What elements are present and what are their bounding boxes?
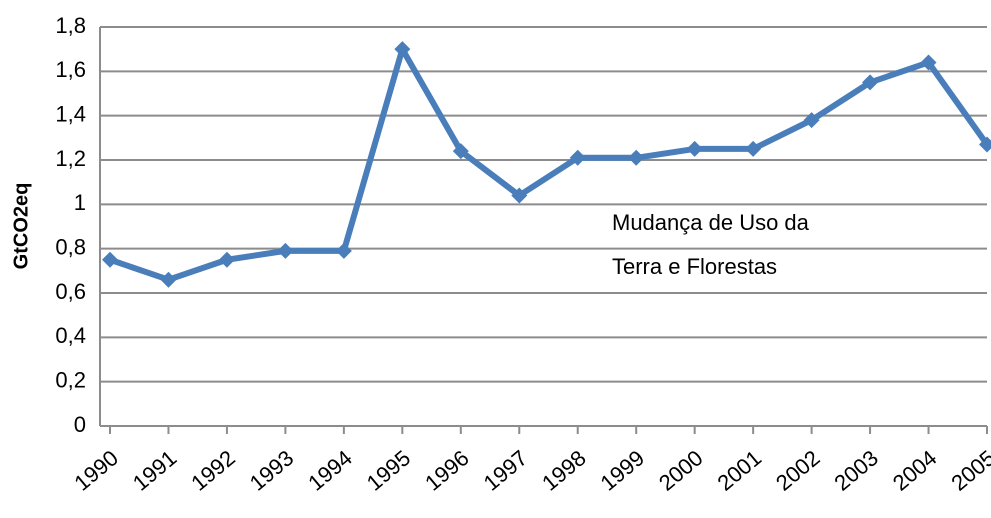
marker: [569, 149, 586, 166]
marker: [394, 41, 411, 58]
marker: [160, 271, 177, 288]
marker: [745, 140, 762, 157]
x-tick-label: 1994: [303, 445, 357, 496]
x-tick-label: 1995: [362, 445, 416, 496]
marker: [277, 242, 294, 259]
x-tick-label: 2003: [829, 445, 883, 496]
marker: [335, 242, 352, 259]
x-tick-label: 2001: [713, 445, 767, 496]
marker: [920, 54, 937, 71]
x-tick-label: 2004: [888, 445, 942, 496]
y-tick-label: 0,6: [55, 279, 86, 304]
x-tick-label: 1992: [186, 445, 240, 496]
x-tick-label: 1997: [479, 445, 533, 496]
x-tick-label: 2000: [654, 445, 708, 496]
marker: [511, 187, 528, 204]
marker: [628, 149, 645, 166]
y-tick-label: 1,8: [55, 13, 86, 38]
y-tick-label: 1,4: [55, 101, 86, 126]
x-tick-label: 1996: [420, 445, 474, 496]
x-tick-label: 2002: [771, 445, 825, 496]
y-tick-label: 0,2: [55, 367, 86, 392]
y-tick-label: 0: [74, 412, 86, 437]
x-tick-label: 1990: [69, 445, 123, 496]
x-tick-label: 1993: [245, 445, 299, 496]
y-tick-label: 1,2: [55, 146, 86, 171]
marker: [102, 251, 118, 268]
x-tick-label: 1999: [596, 445, 650, 496]
annotation: Terra e Florestas: [612, 254, 777, 279]
y-tick-label: 1: [74, 190, 86, 215]
annotation: Mudança de Uso da: [612, 210, 810, 235]
marker: [862, 74, 879, 91]
marker: [452, 143, 469, 160]
marker: [218, 251, 235, 268]
marker: [979, 136, 991, 153]
y-axis-label: GtCO2eq: [10, 183, 32, 270]
x-tick-label: 2005: [946, 445, 991, 496]
marker: [803, 112, 820, 129]
y-tick-label: 0,4: [55, 323, 86, 348]
series-line: [109, 46, 990, 283]
y-tick-label: 0,8: [55, 234, 86, 259]
x-tick-label: 1998: [537, 445, 591, 496]
y-tick-label: 1,6: [55, 57, 86, 82]
marker: [686, 140, 703, 157]
x-tick-label: 1991: [128, 445, 182, 496]
